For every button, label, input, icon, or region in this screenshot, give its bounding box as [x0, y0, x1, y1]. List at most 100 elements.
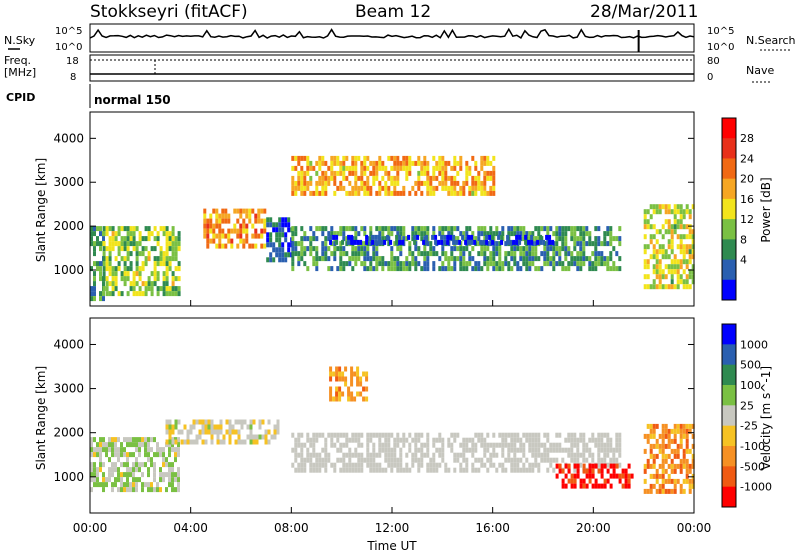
heatmap-cell	[183, 424, 187, 430]
heatmap-cell	[667, 453, 671, 459]
heatmap-cell	[621, 473, 625, 479]
heatmap-cell	[676, 284, 680, 290]
heatmap-cell	[432, 442, 436, 448]
heatmap-cell	[309, 246, 313, 252]
heatmap-cell	[162, 251, 166, 257]
heatmap-cell	[120, 482, 123, 488]
heatmap-cell	[171, 271, 175, 277]
heatmap-cell	[486, 256, 490, 262]
heatmap-cell	[108, 226, 112, 232]
heatmap-cell	[393, 160, 397, 166]
heatmap-cell	[329, 391, 333, 397]
heatmap-cell	[108, 236, 112, 242]
heatmap-cell	[670, 259, 674, 265]
heatmap-cell	[378, 261, 382, 267]
heatmap-cell	[658, 443, 662, 449]
heatmap-cell	[378, 185, 382, 191]
heatmap-cell	[284, 222, 288, 228]
heatmap-cell	[345, 452, 349, 458]
heatmap-cell	[324, 236, 328, 242]
heatmap-cell	[582, 251, 586, 257]
heatmap-cell	[390, 256, 394, 262]
heatmap-cell	[429, 457, 433, 463]
heatmap-cell	[297, 437, 301, 443]
heatmap-cell	[390, 165, 394, 171]
heatmap-cell	[420, 236, 424, 242]
heatmap-cell	[123, 452, 126, 458]
heatmap-cell	[495, 442, 499, 448]
heatmap-cell	[423, 442, 427, 448]
heatmap-cell	[93, 271, 96, 277]
heatmap-cell	[315, 160, 319, 166]
heatmap-cell	[426, 462, 430, 468]
heatmap-cell	[420, 432, 424, 438]
heatmap-cell	[670, 279, 674, 285]
heatmap-cell	[483, 437, 487, 443]
heatmap-cell	[252, 439, 256, 445]
heatmap-cell	[171, 447, 174, 453]
heatmap-cell	[249, 434, 253, 440]
heatmap-cell	[585, 447, 589, 453]
heatmap-cell	[356, 371, 360, 377]
heatmap-cell	[330, 155, 334, 161]
heatmap-cell	[300, 241, 304, 247]
heatmap-cell	[321, 180, 325, 186]
heatmap-cell	[219, 419, 223, 425]
heatmap-cell	[573, 463, 577, 469]
heatmap-cell	[177, 452, 180, 458]
heatmap-cell	[171, 472, 174, 478]
heatmap-cell	[462, 190, 466, 196]
heatmap-cell	[360, 251, 364, 257]
heatmap-cell	[156, 231, 160, 237]
heatmap-cell	[248, 218, 252, 224]
heatmap-cell	[609, 236, 613, 242]
heatmap-cell	[576, 442, 580, 448]
heatmap-cell	[90, 296, 93, 302]
heatmap-cell	[224, 208, 228, 214]
heatmap-cell	[582, 452, 586, 458]
heatmap-cell	[615, 473, 619, 479]
heatmap-cell	[102, 477, 105, 483]
heatmap-cell	[333, 256, 337, 262]
heatmap-cell	[153, 256, 157, 262]
heatmap-cell	[453, 457, 457, 463]
heatmap-cell	[90, 477, 93, 483]
heatmap-cell	[351, 165, 355, 171]
heatmap-cell	[209, 218, 213, 224]
heatmap-cell	[525, 246, 529, 252]
heatmap-cell	[236, 228, 240, 234]
heatmap-cell	[206, 218, 210, 224]
heatmap-cell	[606, 432, 610, 438]
heatmap-cell	[165, 276, 169, 282]
heatmap-cell	[685, 463, 689, 469]
heatmap-cell	[470, 239, 474, 245]
heatmap-cell	[552, 251, 556, 257]
heatmap-cell	[480, 246, 484, 252]
heatmap-cell	[225, 429, 229, 435]
heatmap-cell	[658, 204, 662, 210]
heatmap-cell	[477, 251, 481, 257]
heatmap-cell	[330, 437, 334, 443]
heatmap-cell	[483, 236, 487, 242]
heatmap-cell	[447, 226, 451, 232]
heatmap-cell	[102, 291, 105, 297]
heatmap-cell	[207, 419, 211, 425]
heatmap-cell	[126, 442, 129, 448]
heatmap-cell	[357, 432, 361, 438]
heatmap-cell	[643, 234, 647, 240]
heatmap-cell	[667, 264, 671, 270]
heatmap-cell	[411, 185, 415, 191]
heatmap-cell	[338, 391, 342, 397]
heatmap-cell	[339, 251, 343, 257]
colorbar-tick-label: 28	[740, 132, 754, 145]
heatmap-cell	[417, 447, 421, 453]
heatmap-cell	[426, 442, 430, 448]
heatmap-cell	[171, 246, 175, 252]
heatmap-cell	[219, 439, 223, 445]
heatmap-cell	[673, 209, 677, 215]
heatmap-cell	[600, 251, 604, 257]
heatmap-cell	[263, 218, 267, 224]
heatmap-cell	[126, 266, 130, 272]
heatmap-cell	[498, 241, 502, 247]
heatmap-cell	[357, 442, 361, 448]
